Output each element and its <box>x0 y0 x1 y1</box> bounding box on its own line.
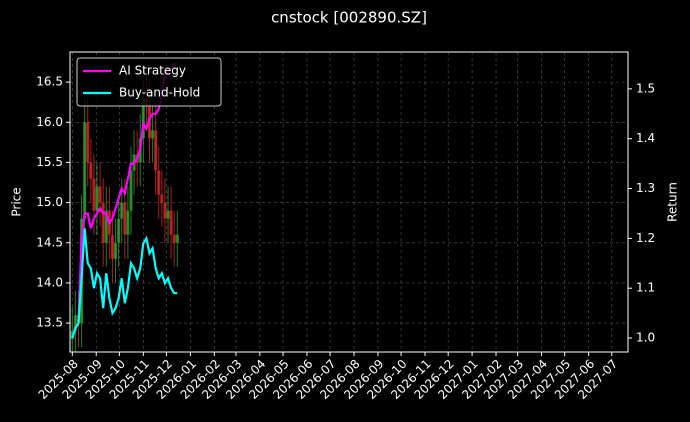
y-tick-label: 15.0 <box>36 195 63 209</box>
candle-body <box>166 210 170 219</box>
candle-body <box>172 234 176 243</box>
candle-body <box>163 202 167 219</box>
candle-body <box>120 202 124 219</box>
candle-body <box>86 122 90 163</box>
y-axis-label: Price <box>10 187 24 216</box>
y-tick-label: 14.0 <box>36 275 63 289</box>
candle-body <box>123 202 127 235</box>
candle-body <box>141 98 145 139</box>
y2-tick-label: 1.1 <box>636 281 655 295</box>
y-tick-label: 16.0 <box>36 115 63 129</box>
legend-box <box>76 57 222 107</box>
candle-body <box>92 178 96 211</box>
plot <box>70 62 179 352</box>
candle-body <box>101 202 105 243</box>
candle-body <box>89 162 93 179</box>
legend-label: AI Strategy <box>119 64 186 78</box>
y2-tick-label: 1.2 <box>636 231 655 245</box>
candle-body <box>169 210 173 235</box>
candle-body <box>98 186 102 203</box>
candle-body <box>83 122 87 219</box>
y-tick-label: 13.5 <box>36 316 63 330</box>
candle-body <box>117 218 121 243</box>
candle-body <box>151 130 155 139</box>
legend-label: Buy-and-Hold <box>119 86 200 100</box>
y2-tick-label: 1.0 <box>636 331 655 345</box>
candle-body <box>110 234 114 259</box>
candle-body <box>126 210 130 235</box>
plot-frame <box>69 51 629 353</box>
candle-body <box>95 186 99 211</box>
candle-body <box>129 170 133 211</box>
candle-body <box>73 315 77 332</box>
candle-body <box>114 242 118 259</box>
chart-title: cnstock [002890.SZ] <box>271 9 427 27</box>
candle-body <box>157 170 161 195</box>
y-tick-label: 15.5 <box>36 155 63 169</box>
candle-body <box>154 130 158 171</box>
y-tick-label: 14.5 <box>36 235 63 249</box>
y2-tick-label: 1.3 <box>636 181 655 195</box>
y2-axis-label: Return <box>666 182 680 222</box>
candle-body <box>104 210 108 243</box>
y-tick-label: 16.5 <box>36 75 63 89</box>
candle-body <box>160 194 164 203</box>
y2-tick-label: 1.5 <box>636 81 655 95</box>
y2-tick-label: 1.4 <box>636 131 655 145</box>
candle-body <box>175 234 179 243</box>
line-series <box>71 228 178 339</box>
